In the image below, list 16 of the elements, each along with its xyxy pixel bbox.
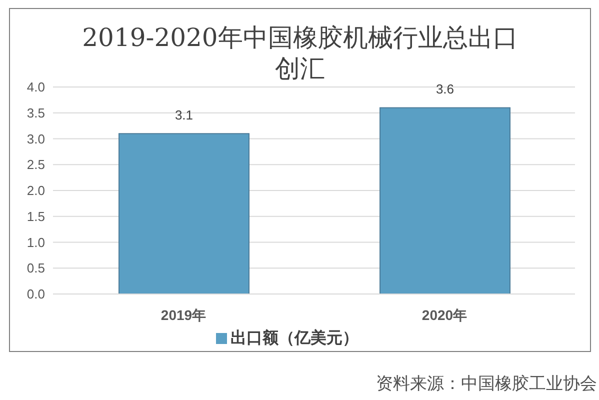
data-label: 3.1 bbox=[174, 108, 194, 123]
y-tick-label: 2.0 bbox=[26, 183, 45, 198]
y-tick-label: 1.0 bbox=[26, 234, 45, 250]
y-tick-label: 0.5 bbox=[26, 260, 45, 276]
legend-label: 出口额（亿美元） bbox=[230, 328, 358, 347]
x-tick-label: 2020年 bbox=[422, 306, 468, 323]
y-tick-label: 3.0 bbox=[26, 131, 45, 146]
x-tick-label: 2019年 bbox=[160, 306, 206, 323]
data-label: 3.6 bbox=[436, 82, 454, 97]
chart-title: 2019-2020年中国橡胶机械行业总出口创汇 bbox=[82, 23, 518, 83]
y-tick-label: 3.5 bbox=[26, 105, 45, 120]
y-tick-label: 4.0 bbox=[26, 80, 45, 95]
y-tick-label: 1.5 bbox=[26, 208, 45, 224]
y-tick-label: 0.0 bbox=[26, 286, 45, 302]
text: 资料来源：中国橡胶工业协会 bbox=[376, 373, 597, 395]
y-tick-label: 2.5 bbox=[26, 157, 45, 172]
